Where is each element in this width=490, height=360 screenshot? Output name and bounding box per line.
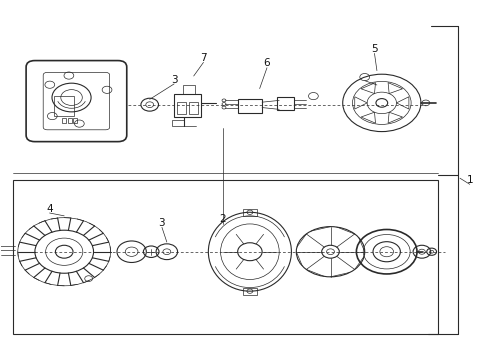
Text: 4: 4: [46, 204, 53, 214]
Bar: [189, 102, 197, 114]
Bar: [176, 102, 186, 114]
Bar: [243, 209, 257, 216]
Bar: [172, 120, 184, 126]
Text: 5: 5: [371, 44, 378, 54]
Bar: [13, 180, 438, 334]
Text: 7: 7: [200, 53, 207, 63]
Bar: [54, 96, 74, 116]
Bar: [174, 94, 201, 117]
Text: 1: 1: [466, 175, 473, 185]
Bar: [68, 118, 72, 123]
Bar: [74, 118, 77, 123]
Text: 3: 3: [159, 218, 165, 228]
Bar: [243, 288, 257, 295]
Text: 2: 2: [220, 215, 226, 224]
Bar: [238, 99, 262, 113]
Bar: [183, 85, 195, 94]
Bar: [62, 118, 66, 123]
Text: 6: 6: [264, 58, 270, 68]
Text: 3: 3: [171, 75, 177, 85]
Bar: [277, 97, 294, 111]
